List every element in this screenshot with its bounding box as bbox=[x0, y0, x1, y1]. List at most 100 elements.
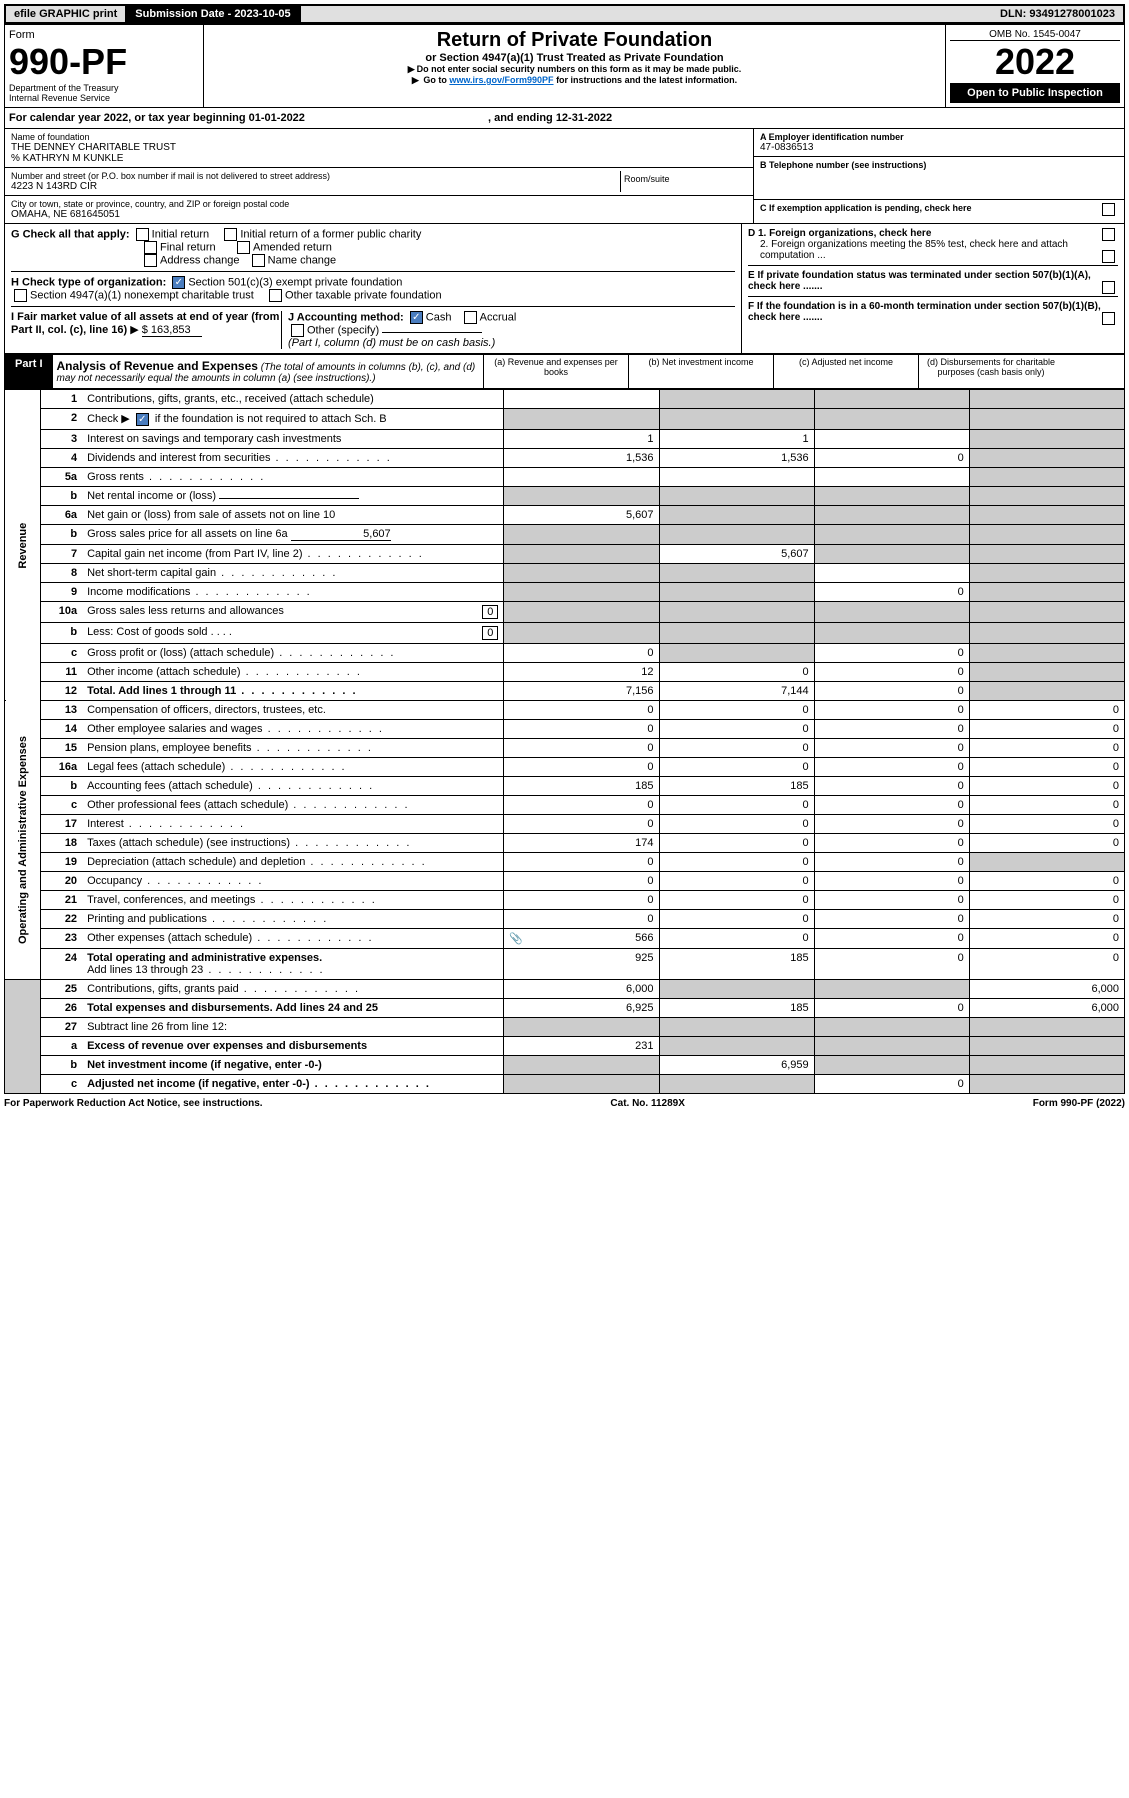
table-row: 4Dividends and interest from securities1… bbox=[5, 448, 1125, 467]
submission-date: Submission Date - 2023-10-05 bbox=[127, 6, 300, 22]
page-footer: For Paperwork Reduction Act Notice, see … bbox=[4, 1094, 1125, 1113]
schb-checkbox[interactable] bbox=[136, 413, 149, 426]
other-method-checkbox[interactable] bbox=[291, 324, 304, 337]
amended-return-checkbox[interactable] bbox=[237, 241, 250, 254]
other-taxable-label: Other taxable private foundation bbox=[285, 289, 442, 301]
table-row: 25Contributions, gifts, grants paid6,000… bbox=[5, 979, 1125, 998]
table-row: cGross profit or (loss) (attach schedule… bbox=[5, 643, 1125, 662]
address-change-checkbox[interactable] bbox=[144, 254, 157, 267]
accrual-checkbox[interactable] bbox=[464, 311, 477, 324]
table-row: 18Taxes (attach schedule) (see instructi… bbox=[5, 833, 1125, 852]
table-row: 7Capital gain net income (from Part IV, … bbox=[5, 544, 1125, 563]
ein-label: A Employer identification number bbox=[760, 132, 1118, 142]
goto-post: for instructions and the latest informat… bbox=[556, 75, 737, 85]
table-row: 19Depreciation (attach schedule) and dep… bbox=[5, 852, 1125, 871]
501c3-label: Section 501(c)(3) exempt private foundat… bbox=[188, 276, 402, 288]
table-row: 22Printing and publications0000 bbox=[5, 909, 1125, 928]
name-change-checkbox[interactable] bbox=[252, 254, 265, 267]
h-label: H Check type of organization: bbox=[11, 276, 166, 288]
goto-pre: Go to bbox=[423, 75, 449, 85]
goto-arrow-icon bbox=[412, 75, 421, 85]
final-return-checkbox[interactable] bbox=[144, 241, 157, 254]
name-change-label: Name change bbox=[268, 254, 337, 266]
e-label: E If private foundation status was termi… bbox=[748, 270, 1091, 292]
table-row: aExcess of revenue over expenses and dis… bbox=[5, 1036, 1125, 1055]
room-suite-label: Room/suite bbox=[621, 171, 747, 192]
cash-checkbox[interactable] bbox=[410, 311, 423, 324]
table-row: Operating and Administrative Expenses 13… bbox=[5, 700, 1125, 719]
4947-label: Section 4947(a)(1) nonexempt charitable … bbox=[30, 289, 254, 301]
table-row: 24Total operating and administrative exp… bbox=[5, 948, 1125, 979]
final-return-label: Final return bbox=[160, 241, 216, 253]
omb-number: OMB No. 1545-0047 bbox=[950, 29, 1120, 41]
table-row: 3Interest on savings and temporary cash … bbox=[5, 429, 1125, 448]
efile-label[interactable]: efile GRAPHIC print bbox=[6, 6, 127, 22]
table-row: cOther professional fees (attach schedul… bbox=[5, 795, 1125, 814]
cash-label: Cash bbox=[426, 311, 452, 323]
form-header: Form 990-PF Department of the Treasury I… bbox=[4, 24, 1125, 108]
other-taxable-checkbox[interactable] bbox=[269, 289, 282, 302]
entity-info: Name of foundation THE DENNEY CHARITABLE… bbox=[4, 129, 1125, 224]
foundation-name-label: Name of foundation bbox=[11, 132, 747, 142]
dept-treasury: Department of the Treasury bbox=[9, 83, 199, 93]
return-title: Return of Private Foundation bbox=[208, 29, 941, 52]
col-b-header: (b) Net investment income bbox=[628, 355, 773, 388]
e-checkbox[interactable] bbox=[1102, 281, 1115, 294]
table-row: bGross sales price for all assets on lin… bbox=[5, 524, 1125, 544]
table-row: 23Other expenses (attach schedule)📎56600… bbox=[5, 928, 1125, 948]
4947-checkbox[interactable] bbox=[14, 289, 27, 302]
d1-label: D 1. Foreign organizations, check here bbox=[748, 228, 931, 239]
irs-label: Internal Revenue Service bbox=[9, 93, 199, 103]
table-row: 20Occupancy0000 bbox=[5, 871, 1125, 890]
col-c-header: (c) Adjusted net income bbox=[773, 355, 918, 388]
part1-title: Analysis of Revenue and Expenses bbox=[57, 359, 258, 373]
j-label: J Accounting method: bbox=[288, 311, 404, 323]
ssn-note: Do not enter social security numbers on … bbox=[208, 64, 941, 75]
expenses-side-label: Operating and Administrative Expenses bbox=[5, 700, 41, 979]
form-footer: Form 990-PF (2022) bbox=[1033, 1098, 1125, 1109]
irs-link[interactable]: www.irs.gov/Form990PF bbox=[449, 75, 553, 85]
col-d-header: (d) Disbursements for charitable purpose… bbox=[918, 355, 1063, 388]
501c3-checkbox[interactable] bbox=[172, 276, 185, 289]
table-row: 8Net short-term capital gain bbox=[5, 563, 1125, 582]
table-row: 17Interest0000 bbox=[5, 814, 1125, 833]
form-number: 990-PF bbox=[9, 41, 199, 83]
part1-badge: Part I bbox=[5, 355, 53, 388]
dln: DLN: 93491278001023 bbox=[992, 6, 1123, 22]
fmv-value: $ 163,853 bbox=[142, 324, 202, 337]
city-label: City or town, state or province, country… bbox=[11, 199, 747, 209]
street-address: 4223 N 143RD CIR bbox=[11, 181, 620, 192]
ein-value: 47-0836513 bbox=[760, 142, 1118, 153]
exemption-checkbox[interactable] bbox=[1102, 203, 1115, 216]
attachment-icon[interactable]: 📎 bbox=[509, 932, 523, 945]
col-a-header: (a) Revenue and expenses per books bbox=[483, 355, 628, 388]
d2-checkbox[interactable] bbox=[1102, 250, 1115, 263]
f-checkbox[interactable] bbox=[1102, 312, 1115, 325]
table-row: bAccounting fees (attach schedule)185185… bbox=[5, 776, 1125, 795]
checks-section: G Check all that apply: Initial return I… bbox=[4, 224, 1125, 354]
table-row: cAdjusted net income (if negative, enter… bbox=[5, 1074, 1125, 1093]
initial-return-checkbox[interactable] bbox=[136, 228, 149, 241]
return-subtitle: or Section 4947(a)(1) Trust Treated as P… bbox=[208, 52, 941, 64]
table-row: 27Subtract line 26 from line 12: bbox=[5, 1017, 1125, 1036]
table-row: 9Income modifications0 bbox=[5, 582, 1125, 601]
f-label: F If the foundation is in a 60-month ter… bbox=[748, 301, 1101, 323]
tax-year: 2022 bbox=[950, 41, 1120, 83]
table-row: 15Pension plans, employee benefits0000 bbox=[5, 738, 1125, 757]
analysis-table: Revenue 1Contributions, gifts, grants, e… bbox=[4, 389, 1125, 1094]
exemption-pending-label: C If exemption application is pending, c… bbox=[760, 203, 972, 213]
initial-former-checkbox[interactable] bbox=[224, 228, 237, 241]
d1-checkbox[interactable] bbox=[1102, 228, 1115, 241]
table-row: 21Travel, conferences, and meetings0000 bbox=[5, 890, 1125, 909]
table-row: bNet rental income or (loss) bbox=[5, 486, 1125, 505]
table-row: bLess: Cost of goods sold . . . . 0 bbox=[5, 622, 1125, 643]
form-word: Form bbox=[9, 29, 199, 41]
cash-basis-note: (Part I, column (d) must be on cash basi… bbox=[288, 337, 495, 349]
open-public-badge: Open to Public Inspection bbox=[950, 83, 1120, 103]
table-row: 5aGross rents bbox=[5, 467, 1125, 486]
table-row: 11Other income (attach schedule)1200 bbox=[5, 662, 1125, 681]
table-row: 6aNet gain or (loss) from sale of assets… bbox=[5, 505, 1125, 524]
table-row: 26Total expenses and disbursements. Add … bbox=[5, 998, 1125, 1017]
revenue-side-label: Revenue bbox=[5, 390, 41, 701]
part1-header: Part I Analysis of Revenue and Expenses … bbox=[4, 354, 1125, 389]
